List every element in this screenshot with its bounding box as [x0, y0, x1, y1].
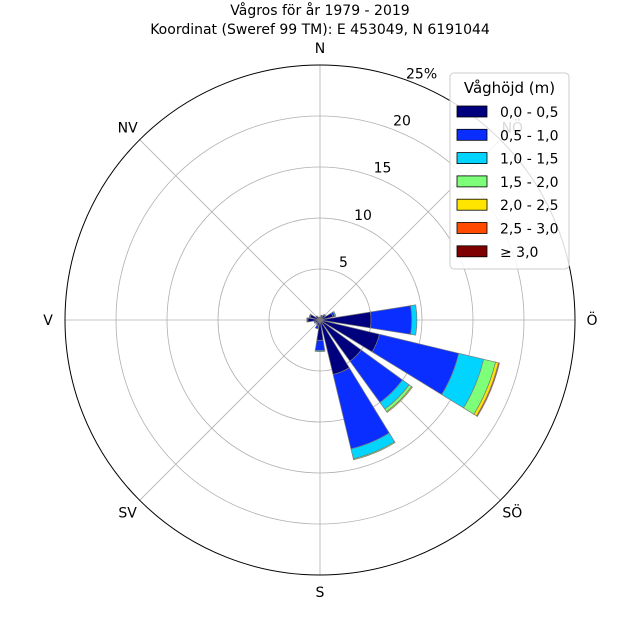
- bar-sö-series-4: [386, 386, 413, 413]
- direction-label-v: V: [43, 313, 53, 329]
- legend-swatch: [456, 105, 488, 118]
- legend-title: Våghöjd (m): [464, 79, 555, 97]
- legend-entry: ≥ 3,0: [500, 245, 538, 261]
- legend-swatch: [456, 175, 488, 188]
- legend-box: [449, 72, 570, 270]
- angular-gridline: [139, 319, 321, 501]
- bar-vsv-series-1: [313, 320, 317, 324]
- legend-entry: 1,0 - 1,5: [500, 152, 558, 168]
- direction-label-nv: NV: [118, 121, 138, 137]
- bar-önö-series-2: [332, 310, 337, 317]
- bar-ösö-series-5: [476, 362, 500, 417]
- outer-circle: [64, 64, 576, 576]
- legend-entry: 0,5 - 1,0: [500, 128, 558, 144]
- radial-tick-label: 20: [393, 114, 411, 130]
- direction-label-ö: Ö: [586, 311, 597, 329]
- direction-label-s: S: [316, 585, 325, 601]
- bar-v-series-1: [306, 317, 309, 323]
- legend-entry: 1,5 - 2,0: [500, 175, 558, 191]
- legend-entry: 2,5 - 3,0: [500, 222, 558, 238]
- chart-subtitle: Koordinat (Sweref 99 TM): E 453049, N 61…: [150, 22, 490, 38]
- radial-tick-label: 25%: [406, 66, 437, 82]
- legend-swatch: [456, 128, 488, 141]
- radial-tick-label: 15: [374, 161, 392, 177]
- legend-swatch: [456, 198, 488, 211]
- direction-label-sv: SV: [118, 505, 137, 521]
- legend-swatch: [456, 222, 488, 234]
- bar-vnv-series-1: [308, 313, 312, 319]
- bar-ssv-series-1: [314, 324, 319, 330]
- bar-s-series-1: [314, 339, 326, 351]
- radial-tick-label: 10: [354, 208, 372, 224]
- bar-s-series-2: [314, 349, 326, 352]
- bar-ö-series-2: [410, 304, 418, 336]
- wave-bars: [306, 304, 500, 461]
- chart-title: Vågros för år 1979 - 2019: [230, 2, 409, 19]
- angular-gridline: [139, 139, 321, 321]
- legend-entry: 2,0 - 2,5: [500, 198, 558, 214]
- bar-ö-series-1: [369, 305, 413, 335]
- bar-ssö-series-3: [352, 441, 396, 461]
- bar-nnv-series-0: [317, 316, 321, 321]
- legend-swatch: [456, 245, 488, 258]
- direction-label-n: N: [315, 41, 325, 57]
- polar-grid: [64, 64, 576, 576]
- bar-sv-series-1: [315, 321, 319, 325]
- bar-nö-series-1: [323, 313, 327, 317]
- bar-nnö-series-1: [320, 314, 324, 318]
- legend: Våghöjd (m) 0,0 - 0,5 0,5 - 1,0 1,0 - 1,5 1,…: [449, 72, 570, 270]
- radial-tick-label: 5: [339, 255, 348, 271]
- legend-swatch: [456, 152, 488, 165]
- direction-label-sö: SÖ: [502, 503, 522, 521]
- legend-entry: 0,0 - 0,5: [500, 105, 558, 121]
